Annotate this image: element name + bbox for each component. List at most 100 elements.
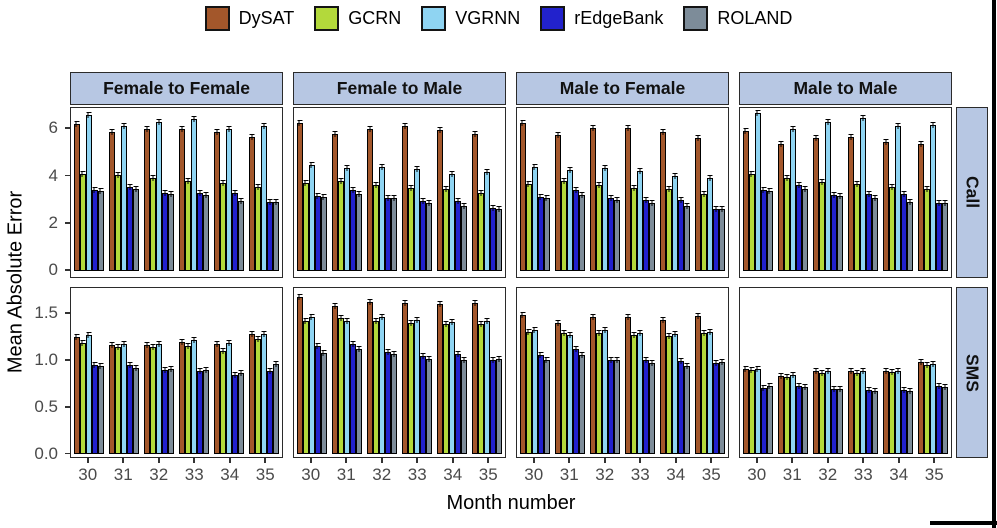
error-bar [385,195,391,202]
bar-ROLAND [426,200,433,271]
error-bar [555,320,561,327]
x-tick [86,458,89,463]
error-bar [819,178,825,185]
bar-DySAT [519,311,526,454]
error-bar [625,314,631,321]
bar-VGRNN [566,332,573,454]
bars-container [517,108,728,271]
bar-ROLAND [97,363,104,454]
bar-VGRNN [930,122,937,271]
bar-DySAT [437,301,444,454]
bar-GCRN [889,368,896,454]
bar-group-month-35 [472,288,503,454]
error-bar [895,123,901,130]
bar-VGRNN [531,326,538,454]
error-bar [255,183,261,190]
error-bar [761,187,767,194]
legend-swatch-icon [683,6,709,31]
bar-rEdgeBank [795,382,802,454]
error-bar [255,335,261,342]
error-bar [338,315,344,322]
bar-DySAT [554,131,561,271]
bar-rEdgeBank [537,194,544,271]
bar-rEdgeBank [420,352,427,454]
bar-VGRNN [860,115,867,271]
bar-group-month-35 [918,288,949,454]
error-bar [144,341,150,348]
error-bar [115,344,121,351]
bar-DySAT [402,123,409,271]
legend: DySAT GCRN VGRNN rEdgeBank ROLAND [0,6,997,31]
legend-swatch-icon [540,6,566,31]
legend-label: VGRNN [455,8,521,28]
error-bar [315,343,321,350]
bar-DySAT [249,331,256,454]
bar-ROLAND [649,200,656,271]
bar-group-month-33 [179,108,210,271]
bar-rEdgeBank [572,187,579,271]
error-bar [924,362,930,369]
bar-VGRNN [120,123,127,271]
bar-rEdgeBank [760,187,767,271]
error-bar [649,360,655,367]
bar-VGRNN [449,319,456,454]
bar-VGRNN [672,173,679,271]
bar-rEdgeBank [936,200,943,271]
error-bar [872,195,878,202]
error-bar [185,177,191,184]
error-bar [831,191,837,198]
error-bar [666,186,672,192]
bar-ROLAND [238,369,245,454]
x-tick [674,458,677,463]
x-tick [568,458,571,463]
bar-rEdgeBank [420,197,427,271]
bar-VGRNN [343,318,350,454]
error-bar [179,125,185,132]
bar-group-month-35 [918,108,949,271]
bar-rEdgeBank [455,197,462,271]
x-tick [826,458,829,463]
facet-panel [70,107,283,278]
bar-group-month-35 [695,288,726,454]
bar-DySAT [437,126,444,271]
error-bar [520,119,526,126]
error-bar [907,388,913,395]
bar-group-month-32 [812,108,843,271]
bar-GCRN [889,183,896,271]
bar-group-month-31 [777,288,808,454]
bar-ROLAND [390,195,397,271]
bar-GCRN [185,177,192,271]
error-bar [261,331,267,338]
error-bar [402,300,408,307]
bar-GCRN [924,186,931,271]
error-bar [596,330,602,337]
bar-GCRN [337,177,344,271]
error-bar [889,183,895,190]
bar-group-month-34 [437,288,468,454]
error-bar [332,303,338,310]
error-bar [261,123,267,130]
facet-column-strip: Male to Female [516,72,729,105]
bar-rEdgeBank [161,189,168,271]
bar-ROLAND [872,195,879,271]
x-tick [309,458,312,463]
bar-DySAT [625,124,632,271]
bar-GCRN [255,335,262,454]
error-bar [490,204,496,211]
x-tick-label: 34 [889,465,909,484]
error-bar [226,339,232,346]
error-bar [802,383,808,390]
error-bar [848,134,854,141]
bar-group-month-32 [366,288,397,454]
error-bar [367,125,373,132]
error-bar [367,299,373,306]
error-bar [755,365,761,372]
bar-ROLAND [766,382,773,454]
bar-DySAT [660,129,667,271]
bar-GCRN [854,369,861,454]
bar-GCRN [302,180,309,271]
error-bar [203,191,209,198]
error-bar [490,356,496,363]
bar-GCRN [79,339,86,454]
y-tick [65,221,70,224]
